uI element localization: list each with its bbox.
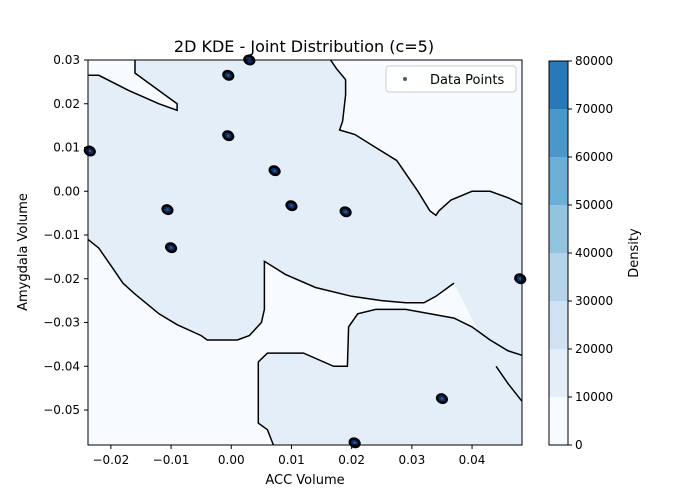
plot-area	[83, 54, 527, 449]
colorbar-segment	[549, 205, 568, 253]
legend-box	[385, 65, 517, 93]
legend-marker	[403, 77, 407, 81]
colorbar-label: Density	[627, 228, 642, 278]
data-point	[273, 169, 276, 172]
data-point	[518, 277, 522, 280]
colorbar-tick-label: 0	[575, 438, 583, 452]
data-point	[440, 397, 444, 400]
y-tick-label: −0.05	[43, 403, 80, 417]
x-tick-label: 0.00	[218, 453, 245, 467]
y-tick-label: −0.01	[43, 228, 80, 242]
density-peak	[222, 130, 235, 142]
contour-lines	[87, 59, 523, 446]
colorbar-tick-label: 70000	[575, 102, 613, 116]
y-tick-label: 0.00	[53, 184, 80, 198]
y-tick-label: 0.03	[53, 53, 80, 67]
contour-line	[257, 308, 523, 446]
density-peak	[268, 165, 281, 177]
y-tick-label: −0.04	[43, 359, 80, 373]
y-axis: 0.03 0.02 0.01 0.00 −0.01 −0.02 −0.03 −0.04 −0.0…	[43, 53, 88, 417]
colorbar-tick-label: 20000	[575, 342, 613, 356]
colorbar-tick-label: 60000	[575, 150, 613, 164]
colorbar-tick-label: 10000	[575, 390, 613, 404]
x-axis: −0.02 −0.01 0.00 0.01 0.02 0.03 0.04	[92, 445, 485, 467]
y-tick-label: −0.02	[43, 272, 80, 286]
density-peak	[222, 69, 235, 81]
low-density-regions	[88, 60, 522, 445]
density-peak	[285, 200, 298, 212]
y-tick-label: 0.01	[53, 141, 80, 155]
data-point	[344, 210, 347, 214]
density-peak	[161, 204, 174, 216]
contour-line	[329, 59, 523, 217]
colorbar-segment	[549, 349, 568, 397]
y-axis-label: Amygdala Volume	[16, 193, 31, 311]
contour-line	[87, 238, 455, 341]
x-tick-label: 0.04	[459, 453, 486, 467]
y-tick-label: 0.02	[53, 97, 80, 111]
data-point	[88, 149, 92, 153]
data-point	[353, 441, 356, 445]
plot-frame	[87, 59, 523, 446]
y-tick-label: −0.03	[43, 316, 80, 330]
data-point	[290, 204, 293, 207]
colorbar-tick-label: 40000	[575, 246, 613, 260]
colorbar-tick-label: 80000	[575, 54, 613, 68]
density-peak	[164, 242, 178, 254]
colorbar-segment	[549, 253, 568, 301]
x-axis-label: ACC Volume	[265, 473, 344, 488]
colorbar-segment	[549, 157, 568, 205]
x-tick-label: 0.03	[398, 453, 425, 467]
colorbar-segment	[549, 301, 568, 349]
colorbar-segment	[549, 397, 568, 445]
low-density-region	[88, 60, 178, 111]
colorbar-tick-label: 30000	[575, 294, 613, 308]
legend: Data Points	[385, 65, 517, 93]
x-tick-label: −0.02	[92, 453, 129, 467]
data-point	[227, 74, 230, 77]
colorbar-segment	[549, 109, 568, 157]
density-peak	[435, 393, 449, 405]
colorbar-segment	[549, 61, 568, 109]
x-tick-label: −0.01	[153, 453, 190, 467]
density-peak	[339, 206, 352, 218]
chart-title: 2D KDE - Joint Distribution (c=5)	[174, 37, 434, 56]
contour-line	[495, 365, 523, 402]
x-tick-label: 0.01	[278, 453, 305, 467]
legend-label: Data Points	[430, 73, 504, 88]
data-point	[166, 208, 169, 211]
colorbar: 0 10000 20000 30000 40000 50000 60000 70000 8000…	[548, 54, 613, 452]
data-point	[169, 246, 173, 249]
data-point	[227, 134, 230, 137]
x-tick-label: 0.02	[338, 453, 365, 467]
mid-density-region	[258, 309, 522, 445]
colorbar-tick-label: 50000	[575, 198, 613, 212]
density-peaks	[83, 54, 527, 449]
low-density-region	[330, 60, 522, 216]
contour-line	[88, 60, 178, 112]
